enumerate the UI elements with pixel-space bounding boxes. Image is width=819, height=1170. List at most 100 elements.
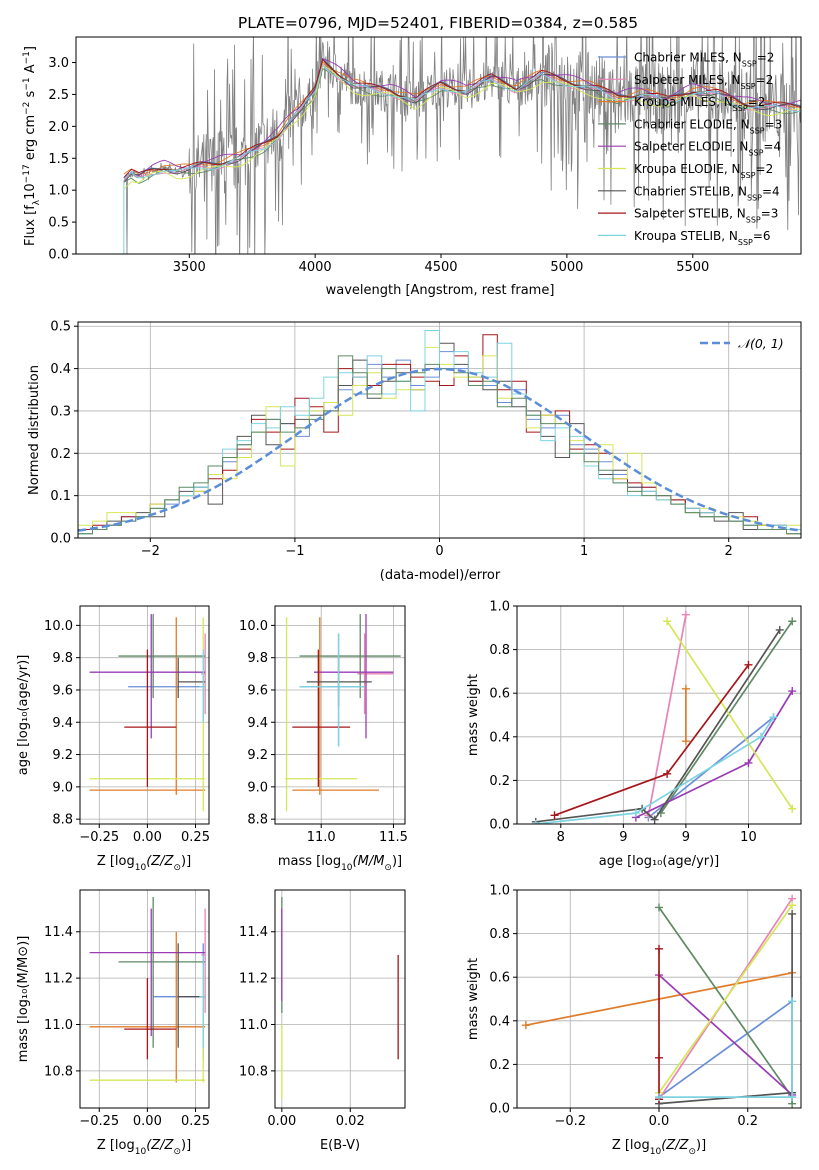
legend-n-value: 2 [767,51,775,65]
x-tick-label: 5500 [676,260,709,275]
x-tick-label: 0.00 [133,830,162,845]
legend-n-sub: SSP [741,81,756,90]
plot-area-age-vs-mass [285,614,401,812]
legend-series-name: Chabrier MILES [634,51,725,65]
plot-area-mass-weight-vs-Z [521,894,797,1108]
y-tick-label: 11.0 [44,1018,73,1033]
legend-series-name: Kroupa ELODIE [634,162,724,176]
x-tick-label: 9 [619,830,627,845]
x-tick-label: 5000 [550,260,583,275]
x-axis-label: wavelength [Angstrom, rest frame] [326,283,555,298]
plot-area-age-vs-Z [89,614,206,812]
axes-mass-vs-ebv: 0.00 0.02 10.8 11.0 11.2 11.4 [239,889,406,1129]
label-part: ⊙ [173,863,181,873]
label-part: −1 [22,51,32,64]
x-tick-label: 4500 [424,260,457,275]
x-tick-label: 3500 [173,260,206,275]
y-tick-label: 11.2 [239,972,268,987]
legend-label: Chabrier MILES, NSSP=2 [634,51,774,69]
y-tick-label: 11.2 [44,972,73,987]
y-tick-label: 0.4 [50,362,71,377]
x-tick-label: 0 [435,544,443,559]
label-part: −1 [22,77,32,90]
y-tick-label: 1.0 [489,600,510,615]
axes-residuals: −2 −1 0 1 2 0.0 0.1 0.2 0.3 0.4 0.5 [50,320,802,559]
data-point-marker [655,1093,663,1102]
legend-n-sub: SSP [748,148,763,157]
x-axis-label: Z [log10(Z/Z⊙)] [612,1138,706,1157]
legend-label: Chabrier STELIB, NSSP=4 [634,184,780,202]
label-part: Z [log [97,1138,135,1153]
y-tick-label: 0.6 [489,971,510,986]
data-point-marker [744,758,753,767]
mass-weight-line [658,906,793,1104]
data-point-marker [655,903,663,912]
y-tick-label: 0.4 [489,1014,510,1029]
legend-n-label: , N [732,140,749,154]
y-tick-label: 0.0 [50,532,71,547]
data-point-marker [663,617,672,626]
y-tick-label: 9.8 [247,651,268,666]
data-point-marker [655,944,663,953]
x-tick-label: 1 [580,544,588,559]
x-tick-label: 0.00 [267,1114,296,1129]
axes-spectrum: 3500 4000 4500 5000 5500 0.0 0.5 1.0 1.5 2.0 2.5 3.… [22,36,802,275]
plot-area-mass-vs-Z [89,896,206,1083]
mass-weight-line [660,620,793,814]
axes-mass-weight-vs-age: 8 9 9 10 0.0 0.2 0.4 0.6 0.8 1.0 [489,600,802,845]
mass-weight-line [658,1000,793,1098]
legend-label: Kroupa STELIB, NSSP=6 [634,229,771,247]
y-tick-label: 10.0 [239,619,268,634]
y-tick-label: 9.6 [52,683,73,698]
x-tick-label: −0.25 [79,830,119,845]
legend-series-name: Salpeter STELIB [634,207,729,221]
legend-label: Kroupa ELODIE, NSSP=2 [634,162,773,180]
axes-mass-vs-Z: −0.25 0.00 0.25 10.8 11.0 11.2 11.4 [44,889,210,1129]
x-tick-label: 0.00 [133,1114,162,1129]
mass-weight-line [658,904,793,1094]
y-tick-label: 11.4 [44,925,73,940]
label-part: )] [392,854,402,869]
legend-n-eq: = [756,162,766,176]
label-part: ⊙ [173,1147,181,1157]
plot-area-mass-vs-ebv [281,896,399,1099]
y-tick-label: 1.0 [48,184,69,199]
model-spectrum-line [123,63,801,181]
x-tick-label: 4000 [299,260,332,275]
x-tick-label: 8 [557,830,565,845]
y-tick-label: 1.0 [489,884,510,899]
label-part: )] [696,1138,706,1153]
data-point-marker [631,809,640,818]
legend-n-value: 2 [758,95,766,109]
y-tick-label: 9.8 [52,651,73,666]
label-part: (Z/Z [146,1138,174,1153]
x-tick-label: −0.25 [79,1114,119,1129]
x-tick-label: 0.2 [737,1114,758,1129]
plot-area-residuals [78,330,801,535]
label-part: mass [log [278,854,341,869]
legend-n-sub: SSP [741,171,756,180]
label-part: ⊙ [384,863,392,873]
label-part: A [23,64,38,77]
legend-n-eq: = [757,51,767,65]
axes-mass-weight-vs-Z: −0.2 0.0 0.2 0.0 0.2 0.4 0.6 0.8 1.0 [489,884,802,1129]
y-tick-label: 9.2 [52,748,73,763]
label-part: 10 [135,1147,147,1157]
y-tick-label: 0.4 [489,730,510,745]
x-axis-label: mass [log10(M/M⊙)] [278,854,402,873]
model-spectrum-line [123,61,801,175]
data-point-marker [788,617,797,626]
model-spectrum-line [123,64,801,180]
y-tick-label: 2.5 [48,88,69,103]
data-point-marker [775,625,784,634]
axes-age-vs-Z: −0.25 0.00 0.25 8.8 9.0 9.2 9.4 9.6 9.8 10.0 [44,605,210,845]
observed-spectrum [123,37,801,254]
y-tick-label: 0.6 [489,687,510,702]
x-axis-label: Z [log10(Z/Z⊙)] [97,854,191,873]
data-point-marker [650,815,659,824]
y-tick-label: 0.0 [489,818,510,833]
data-point-marker [655,1053,663,1062]
x-axis-label: (data-model)/error [380,568,501,583]
legend-n-sub: SSP [733,104,748,113]
